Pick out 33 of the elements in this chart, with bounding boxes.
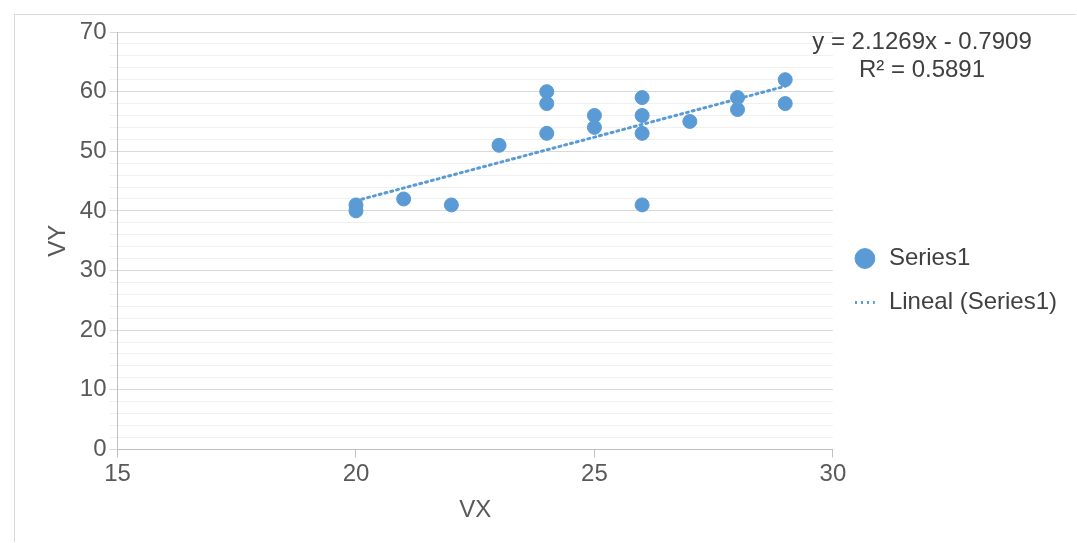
legend-label: Lineal (Series1) xyxy=(888,287,1058,315)
point xyxy=(777,72,793,88)
point xyxy=(730,102,746,118)
y-tick-label: 40 xyxy=(79,195,107,223)
x-tick-label: 15 xyxy=(104,459,131,487)
y-tick-label: 0 xyxy=(93,434,107,462)
y-tick-label: 50 xyxy=(79,135,107,163)
annotation: y = 2.1269x - 0.7909 xyxy=(812,26,1032,54)
point xyxy=(586,107,602,123)
point xyxy=(682,113,698,129)
point xyxy=(586,119,602,135)
point xyxy=(634,90,650,106)
x-tick-label: 20 xyxy=(342,459,370,487)
x-axis-title: VX xyxy=(459,495,492,523)
y-axis-title: VY xyxy=(43,224,71,257)
y-tick-label: 20 xyxy=(79,314,107,342)
point xyxy=(443,197,459,213)
point xyxy=(634,125,650,141)
point xyxy=(634,197,650,213)
y-tick-label: 10 xyxy=(79,374,107,402)
point xyxy=(539,96,555,112)
y-tick-label: 70 xyxy=(79,16,107,44)
text: R² = 0.5891 xyxy=(858,54,986,82)
point xyxy=(634,107,650,123)
x-tick-label: 30 xyxy=(819,459,847,487)
point xyxy=(491,137,507,153)
legend-label: Series1 xyxy=(888,243,971,271)
y-tick-label: 30 xyxy=(79,255,107,283)
point xyxy=(539,125,555,141)
y-tick-label: 60 xyxy=(79,76,107,104)
point xyxy=(396,191,412,207)
x-tick-label: 25 xyxy=(581,459,608,487)
point xyxy=(777,96,793,112)
